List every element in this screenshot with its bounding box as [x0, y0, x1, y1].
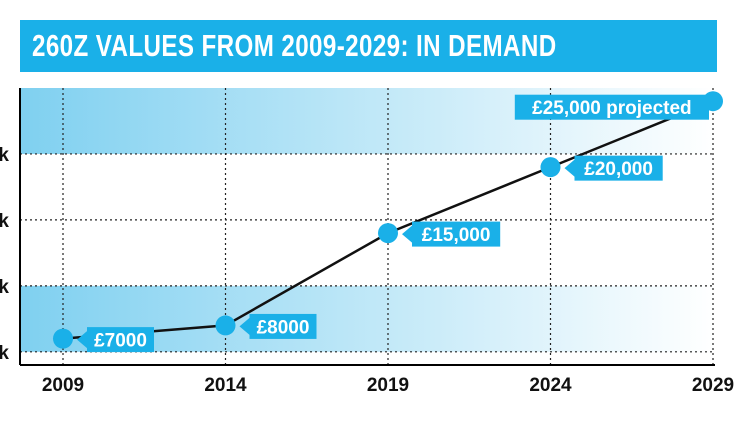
y-tick-label-1: k [0, 277, 9, 298]
point-label-box-1 [249, 313, 317, 339]
point-label-box-2 [412, 221, 501, 247]
point-label-box-0 [87, 327, 154, 353]
label-pointer-2 [402, 225, 412, 243]
point-label-1: £8000 [257, 317, 310, 338]
label-pointer-3 [564, 159, 575, 177]
point-label-0: £7000 [94, 331, 147, 352]
data-point-1 [215, 315, 236, 336]
data-point-2 [378, 223, 398, 244]
data-point-3 [540, 157, 561, 178]
label-pointer-0 [77, 331, 87, 349]
point-label-box-3 [574, 155, 663, 181]
title-bar: 260Z VALUES FROM 2009-2029: IN DEMAND [20, 20, 717, 72]
x-tick-label-1: 2014 [204, 375, 247, 396]
point-label-4: £25,000 projected [532, 98, 691, 119]
point-label-box-4 [514, 94, 709, 120]
label-pointer-1 [239, 317, 250, 335]
point-label-2: £15,000 [422, 225, 491, 246]
y-tick-label-2: k [0, 211, 9, 232]
x-tick-label-2: 2019 [367, 375, 409, 396]
x-tick-label-3: 2024 [529, 375, 572, 396]
data-point-0 [53, 328, 73, 349]
point-label-3: £20,000 [584, 159, 653, 180]
x-tick-label-4: 2029 [692, 375, 734, 396]
y-tick-label-3: k [0, 145, 9, 166]
chart-title: 260Z VALUES FROM 2009-2029: IN DEMAND [32, 28, 557, 63]
y-tick-label-0: k [0, 343, 9, 364]
data-point-4 [703, 91, 723, 112]
x-tick-label-0: 2009 [42, 375, 84, 396]
